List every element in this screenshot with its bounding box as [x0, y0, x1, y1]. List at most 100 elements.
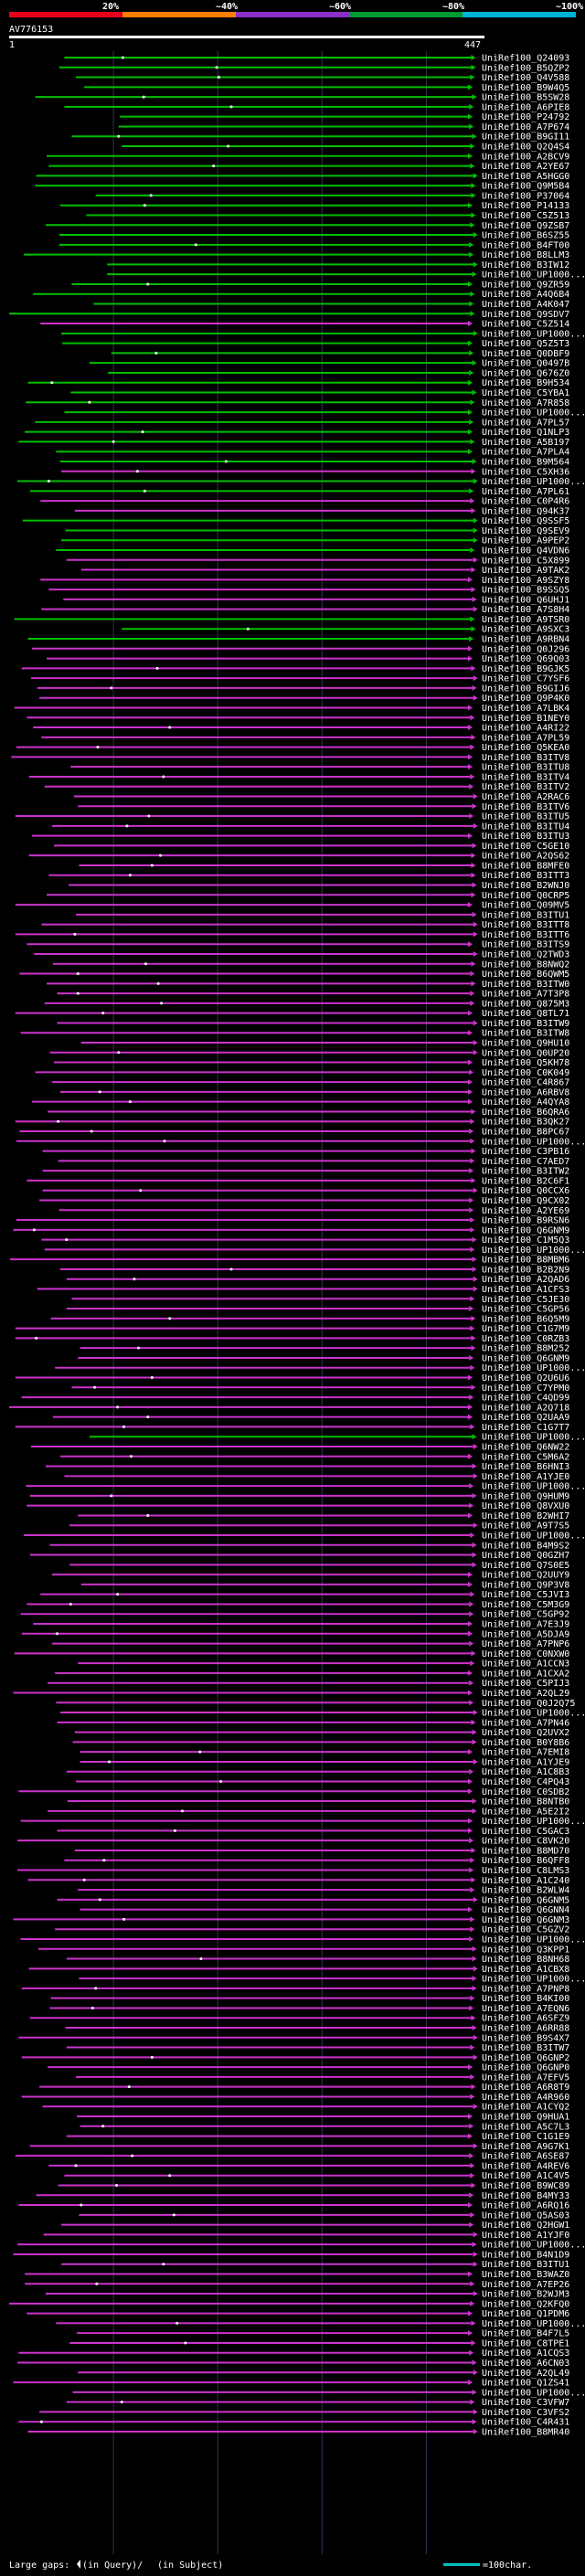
hit-label[interactable]: UniRef100_C1G7M9: [482, 1324, 569, 1334]
hit-label[interactable]: UniRef100_B8MR40: [482, 2427, 569, 2437]
hit-label[interactable]: UniRef100_A7EMI8: [482, 1748, 569, 1758]
hit-label[interactable]: UniRef100_B8NWQ2: [482, 959, 569, 970]
hit-label[interactable]: UniRef100_A9SZY8: [482, 576, 569, 586]
hit-label[interactable]: UniRef100_Q2UAA9: [482, 1413, 569, 1423]
hit-label[interactable]: UniRef100_Q6GNM5: [482, 1895, 569, 1905]
hit-label[interactable]: UniRef100_UP1000...: [482, 1935, 585, 1945]
hit-label[interactable]: UniRef100_A1C8B3: [482, 1767, 569, 1777]
hit-label[interactable]: UniRef100_Q2UVX2: [482, 1728, 569, 1738]
hit-label[interactable]: UniRef100_Q8VXU0: [482, 1501, 569, 1511]
hit-label[interactable]: UniRef100_C0K049: [482, 1068, 569, 1078]
hit-label[interactable]: UniRef100_C4R431: [482, 2418, 569, 2428]
hit-label[interactable]: UniRef100_A2QS62: [482, 852, 569, 862]
hit-label[interactable]: UniRef100_B8M252: [482, 1344, 569, 1354]
hit-label[interactable]: UniRef100_A1YJE9: [482, 1757, 569, 1767]
hit-label[interactable]: UniRef100_B8LLM3: [482, 250, 569, 260]
hit-label[interactable]: UniRef100_UP1000...: [482, 1363, 585, 1373]
hit-label[interactable]: UniRef100_Q6GNP0: [482, 2063, 569, 2073]
hit-label[interactable]: UniRef100_A7S8H4: [482, 605, 569, 615]
hit-label[interactable]: UniRef100_UP1000...: [482, 1709, 585, 1719]
hit-label[interactable]: UniRef100_B3ITV2: [482, 782, 569, 792]
hit-label[interactable]: UniRef100_C1G7T7: [482, 1423, 569, 1433]
hit-label[interactable]: UniRef100_A7P674: [482, 122, 569, 133]
hit-label[interactable]: UniRef100_A6RQ16: [482, 2201, 569, 2211]
hit-label[interactable]: UniRef100_C5M6A2: [482, 1452, 569, 1462]
hit-label[interactable]: UniRef100_A9PEP2: [482, 536, 569, 546]
hit-label[interactable]: UniRef100_B3ITW0: [482, 980, 569, 990]
hit-label[interactable]: UniRef100_B8MD70: [482, 1846, 569, 1856]
hit-label[interactable]: UniRef100_B6HNI3: [482, 1462, 569, 1472]
hit-label[interactable]: UniRef100_B9S4X7: [482, 2033, 569, 2043]
hit-label[interactable]: UniRef100_A7EP26: [482, 2280, 569, 2290]
hit-label[interactable]: UniRef100_B3WAZ0: [482, 2270, 569, 2280]
hit-label[interactable]: UniRef100_UP1000...: [482, 1482, 585, 1492]
hit-label[interactable]: UniRef100_Q3KPP1: [482, 1945, 569, 1955]
hit-label[interactable]: UniRef100_A6SFZ9: [482, 2014, 569, 2024]
hit-label[interactable]: UniRef100_C1M5Q3: [482, 1235, 569, 1246]
hit-label[interactable]: UniRef100_UP1000...: [482, 1137, 585, 1147]
hit-label[interactable]: UniRef100_B3ITT6: [482, 930, 569, 940]
hit-label[interactable]: UniRef100_Q2UUY9: [482, 1571, 569, 1581]
hit-label[interactable]: UniRef100_C3VFW7: [482, 2398, 569, 2408]
hit-label[interactable]: UniRef100_B3ITW7: [482, 2043, 569, 2053]
hit-label[interactable]: UniRef100_B3ITW9: [482, 1019, 569, 1029]
hit-label[interactable]: UniRef100_B3ITU3: [482, 832, 569, 842]
hit-label[interactable]: UniRef100_C7YSF6: [482, 674, 569, 684]
hit-label[interactable]: UniRef100_B3ITV6: [482, 802, 569, 812]
hit-label[interactable]: UniRef100_Q6GNM3: [482, 1915, 569, 1925]
hit-label[interactable]: UniRef100_B3ITU4: [482, 822, 569, 832]
hit-label[interactable]: UniRef100_A7EQN6: [482, 2004, 569, 2014]
hit-label[interactable]: UniRef100_A1CFS3: [482, 1285, 569, 1295]
hit-label[interactable]: UniRef100_Q0GZH7: [482, 1551, 569, 1561]
hit-label[interactable]: UniRef100_Q9HUM9: [482, 1491, 569, 1501]
hit-label[interactable]: UniRef100_UP1000...: [482, 1433, 585, 1443]
hit-label[interactable]: UniRef100_A4K047: [482, 300, 569, 310]
hit-label[interactable]: UniRef100_UP1000...: [482, 408, 585, 419]
hit-label[interactable]: UniRef100_A7PL61: [482, 487, 569, 497]
hit-label[interactable]: UniRef100_A2QL29: [482, 1689, 569, 1699]
hit-label[interactable]: UniRef100_Q1PDM6: [482, 2309, 569, 2319]
hit-label[interactable]: UniRef100_A5E2I2: [482, 1807, 569, 1817]
hit-label[interactable]: UniRef100_A6CN03: [482, 2359, 569, 2369]
hit-label[interactable]: UniRef100_B3ITU1: [482, 2260, 569, 2270]
hit-label[interactable]: UniRef100_A6RBV8: [482, 1087, 569, 1097]
hit-label[interactable]: UniRef100_Q6GNN4: [482, 1905, 569, 1915]
hit-label[interactable]: UniRef100_Q9HUA1: [482, 2113, 569, 2123]
hit-label[interactable]: UniRef100_A7EFV5: [482, 2072, 569, 2083]
hit-label[interactable]: UniRef100_B2WHI7: [482, 1511, 569, 1521]
hit-label[interactable]: UniRef100_C4R867: [482, 1078, 569, 1088]
hit-label[interactable]: UniRef100_Q94K37: [482, 506, 569, 516]
hit-label[interactable]: UniRef100_C5YBA1: [482, 388, 569, 398]
hit-label[interactable]: UniRef100_A6PIE8: [482, 102, 569, 112]
hit-label[interactable]: UniRef100_B8NTB0: [482, 1797, 569, 1807]
hit-label[interactable]: UniRef100_B5QZP2: [482, 63, 569, 73]
hit-label[interactable]: UniRef100_Q0J296: [482, 644, 569, 654]
hit-label[interactable]: UniRef100_A7PNP8: [482, 1984, 569, 1994]
hit-label[interactable]: UniRef100_Q8TL71: [482, 1009, 569, 1019]
hit-label[interactable]: UniRef100_B4F7L5: [482, 2329, 569, 2339]
hit-label[interactable]: UniRef100_Q0DBF9: [482, 349, 569, 359]
hit-label[interactable]: UniRef100_C5JVI3: [482, 1590, 569, 1600]
hit-label[interactable]: UniRef100_B9RSN6: [482, 1216, 569, 1226]
hit-label[interactable]: UniRef100_C3PB16: [482, 1147, 569, 1157]
hit-label[interactable]: UniRef100_B6QRA6: [482, 1108, 569, 1118]
hit-label[interactable]: UniRef100_A5C7L3: [482, 2122, 569, 2132]
hit-label[interactable]: UniRef100_B6SZ55: [482, 231, 569, 241]
hit-label[interactable]: UniRef100_C5JE30: [482, 1295, 569, 1305]
hit-label[interactable]: UniRef100_A4QYA8: [482, 1097, 569, 1108]
hit-label[interactable]: UniRef100_UP1000...: [482, 477, 585, 487]
hit-label[interactable]: UniRef100_B9GJK5: [482, 664, 569, 674]
hit-label[interactable]: UniRef100_C5GE10: [482, 842, 569, 852]
hit-label[interactable]: UniRef100_Q6UHJ1: [482, 595, 569, 605]
hit-label[interactable]: UniRef100_A4RI22: [482, 724, 569, 734]
hit-label[interactable]: UniRef100_Q0J2Q75: [482, 1699, 575, 1709]
hit-label[interactable]: UniRef100_Q2HGW1: [482, 2221, 569, 2231]
hit-label[interactable]: UniRef100_Q9CX02: [482, 1196, 569, 1206]
hit-label[interactable]: UniRef100_Q0497B: [482, 359, 569, 369]
hit-label[interactable]: UniRef100_Q09MV5: [482, 901, 569, 911]
hit-label[interactable]: UniRef100_A7PL59: [482, 733, 569, 743]
hit-label[interactable]: UniRef100_B8MFE0: [482, 861, 569, 871]
hit-label[interactable]: UniRef100_Q9HU10: [482, 1039, 569, 1049]
hit-label[interactable]: UniRef100_C8TPE1: [482, 2338, 569, 2348]
hit-label[interactable]: UniRef100_C5GP56: [482, 1305, 569, 1315]
